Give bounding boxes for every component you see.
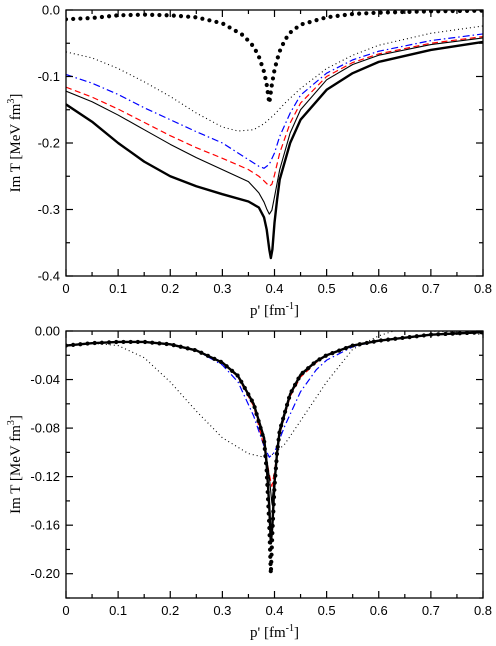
x-tick-label: 0.8 [474,281,492,296]
x-axis-title: p' [fm-1] [250,623,299,641]
y-tick-label: -0.04 [30,372,60,387]
top-panel: 0 0.1 0.2 0.3 0.4 0.5 0.6 0.7 0.8 -0.4 -0.3 -0.2 -0.… [6,3,492,320]
series-line-thin-solid [66,37,483,215]
x-tick-label: 0.2 [161,281,179,296]
x-tick-label: 0.3 [213,603,231,618]
x-tick-label: 0.6 [370,603,388,618]
series-line-dotted [66,25,483,132]
y-tick-label: -0.12 [30,469,60,484]
series-line-bold-dotted [66,331,483,576]
series-group [66,10,483,260]
y-tick-label: -0.1 [38,69,60,84]
y-tick-label: -0.08 [30,421,60,436]
y-axis-title: Im T [MeV fm3] [6,415,24,514]
x-tick-label: 0.7 [422,281,440,296]
y-tick-label: -0.20 [30,566,60,581]
x-tick-label: 0.4 [265,603,283,618]
x-tick-label: 0.3 [213,281,231,296]
x-tick-label: 0.8 [474,603,492,618]
x-tick-label: 0.5 [318,603,336,618]
series-line-bold-solid [66,40,483,260]
y-axis-title: Im T [MeV fm3] [6,94,24,193]
series-line-dotted [66,331,483,458]
x-tick-label: 0.1 [109,281,127,296]
y-tick-label: -0.3 [38,202,60,217]
x-tick-label: 0.1 [109,603,127,618]
x-tick-label: 0.2 [161,603,179,618]
x-tick-label: 0 [62,281,69,296]
y-tick-label: -0.4 [38,269,60,284]
x-tick-label: 0.6 [370,281,388,296]
x-tick-label: 0.7 [422,603,440,618]
x-tick-label: 0.5 [318,281,336,296]
x-axis-title: p' [fm-1] [250,301,299,319]
bottom-panel: 0 0.1 0.2 0.3 0.4 0.5 0.6 0.7 0.8 -0.20 -0.16 -0.12… [6,324,492,642]
y-tick-label: 0.0 [42,3,60,18]
x-tick-label: 0 [62,603,69,618]
series-group [66,331,483,576]
y-tick-label: -0.2 [38,136,60,151]
series-line-dash-dot [66,33,483,169]
y-tick-label: 0.00 [35,324,60,339]
y-tick-label: -0.16 [30,518,60,533]
series-line-dashed [66,331,483,487]
series-line-bold-dotted [66,10,483,106]
x-tick-label: 0.4 [265,281,283,296]
plot-frame [65,330,484,599]
series-line-dashed [66,36,483,187]
